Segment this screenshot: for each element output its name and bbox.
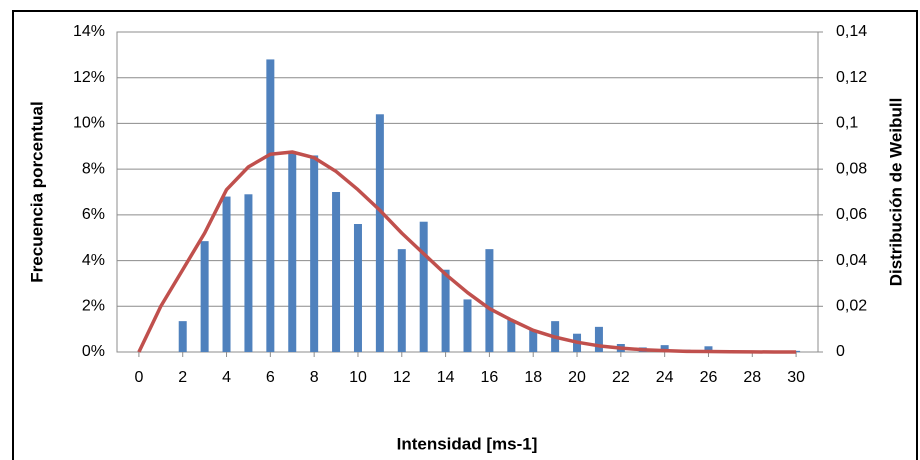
y2-axis-title: Distribución de Weibull [886,98,905,287]
bar [222,196,231,352]
y-tick-label: 10% [73,115,105,132]
chart-frame [12,10,918,460]
bar [594,326,603,352]
bar [310,155,319,352]
bar [660,345,669,352]
x-tick-label: 2 [178,369,187,386]
x-tick-label: 8 [310,369,319,386]
x-tick-label: 16 [481,369,499,386]
x-tick-label: 0 [134,369,143,386]
y2-tick-label: 0,1 [836,115,858,132]
bar [463,299,472,352]
bar [353,224,362,352]
y2-tick-label: 0,06 [836,206,867,223]
y2-tick-label: 0,04 [836,252,867,269]
y-tick-label: 2% [82,298,105,315]
bar [266,59,275,353]
x-tick-label: 18 [524,369,542,386]
bar [288,153,297,352]
x-tick-label: 6 [266,369,275,386]
bar [200,241,209,352]
bar [507,320,516,352]
y-tick-label: 0% [82,343,105,360]
bar [178,321,187,352]
bar [441,269,450,352]
bar [419,221,428,352]
x-tick-label: 24 [656,369,674,386]
y-tick-label: 8% [82,160,105,177]
y-axis-title: Frecuencia porcentual [27,101,46,282]
bar [529,330,538,352]
x-tick-label: 26 [700,369,718,386]
y-tick-label: 14% [73,23,105,40]
bar [375,114,384,353]
x-tick-label: 22 [612,369,630,386]
y-tick-label: 12% [73,69,105,86]
x-tick-label: 12 [393,369,411,386]
x-tick-label: 10 [349,369,367,386]
weibull-line [137,150,797,354]
x-tick-label: 14 [437,369,455,386]
y-tick-label: 6% [82,206,105,223]
bar [397,249,406,352]
x-tick-label: 30 [787,369,805,386]
y2-tick-label: 0 [836,343,845,360]
y2-tick-label: 0,08 [836,160,867,177]
y2-tick-label: 0,12 [836,69,867,86]
x-axis-title: Intensidad [ms-1] [397,434,538,453]
bar [704,346,713,352]
y2-tick-label: 0,02 [836,298,867,315]
bar [332,192,341,352]
y-tick-label: 4% [82,252,105,269]
x-tick-label: 4 [222,369,231,386]
x-tick-label: 28 [743,369,761,386]
x-tick-label: 20 [568,369,586,386]
bar [244,194,253,352]
y2-tick-label: 0,14 [836,23,867,40]
bar [485,249,494,352]
